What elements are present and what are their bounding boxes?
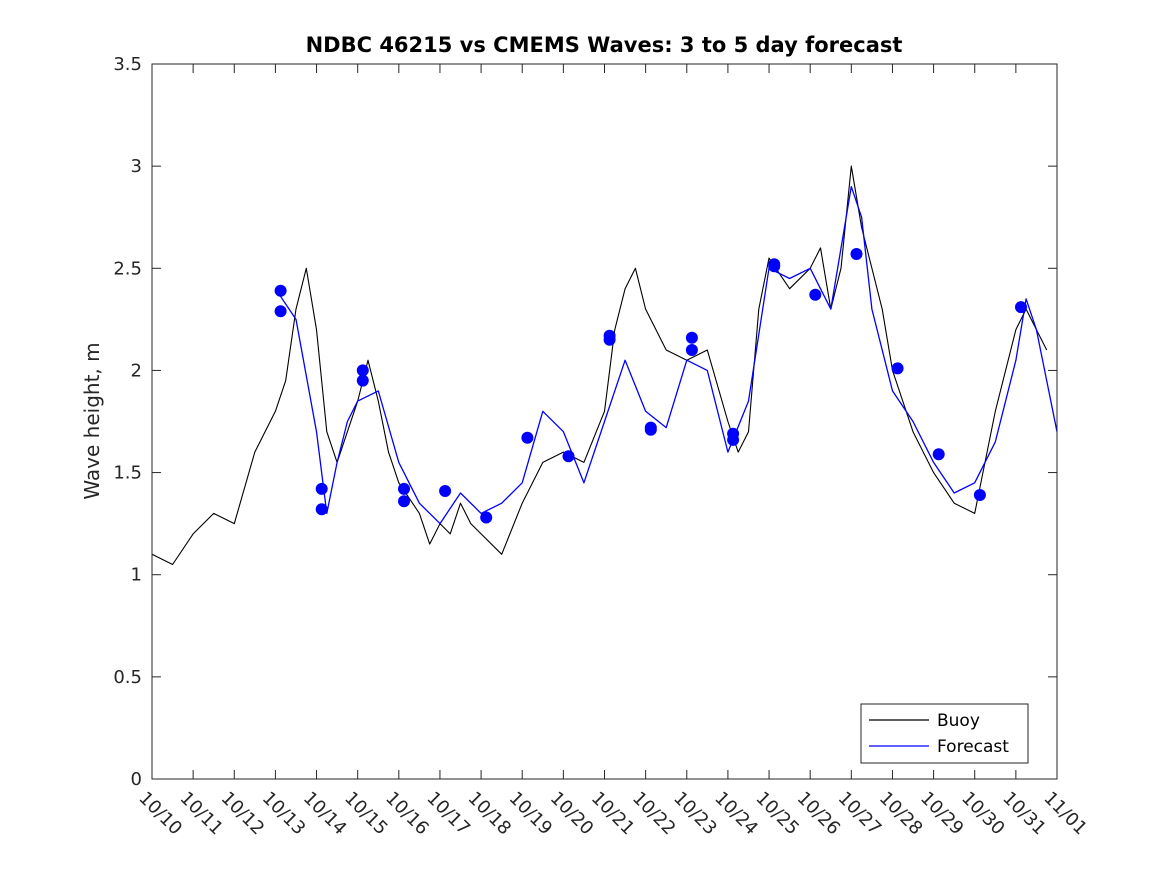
forecast-marker [727,433,740,446]
forecast-marker [315,482,328,495]
forecast-marker [644,423,657,436]
y-tick-label: 1.5 [113,463,142,484]
y-tick-label: 3 [131,156,142,177]
forecast-marker [685,331,698,344]
series-line-buoy [151,165,1048,566]
forecast-marker [562,450,575,463]
legend-label-forecast: Forecast [937,737,1009,757]
y-tick-label: 2 [131,360,142,381]
forecast-marker [1015,301,1027,314]
forecast-marker [398,495,410,508]
y-tick-label: 0 [131,769,142,790]
legend: Buoy Forecast [860,703,1029,764]
forecast-marker [809,288,822,301]
forecast-marker [973,489,986,501]
forecast-marker [398,482,410,495]
y-axis: 0 0.5 1 1.5 2 2.5 3 3.5 [113,54,1057,790]
forecast-marker [274,284,287,297]
forecast-marker [274,305,287,318]
forecast-marker [356,374,369,387]
y-tick-label: 2.5 [113,258,142,279]
chart-title: NDBC 46215 vs CMEMS Waves: 3 to 5 day fo… [306,33,903,57]
forecast-marker [315,503,328,516]
forecast-marker [603,333,616,346]
series-line-forecast [274,185,1058,525]
y-axis-label: Wave height, m [80,342,104,499]
legend-label-buoy: Buoy [937,711,980,731]
forecast-marker [891,362,904,375]
y-tick-label: 3.5 [113,54,142,75]
y-tick-label: 1 [131,565,142,586]
forecast-marker [480,511,493,524]
y-tick-label: 0.5 [113,667,142,688]
forecast-marker [356,364,369,377]
series-layer [151,165,1058,566]
forecast-marker [768,260,781,273]
forecast-marker [850,248,863,260]
forecast-marker [932,448,945,461]
forecast-marker [685,344,698,356]
markers-layer [274,248,1027,524]
legend-box [860,703,1029,764]
forecast-marker [521,431,534,444]
forecast-marker [439,485,452,497]
